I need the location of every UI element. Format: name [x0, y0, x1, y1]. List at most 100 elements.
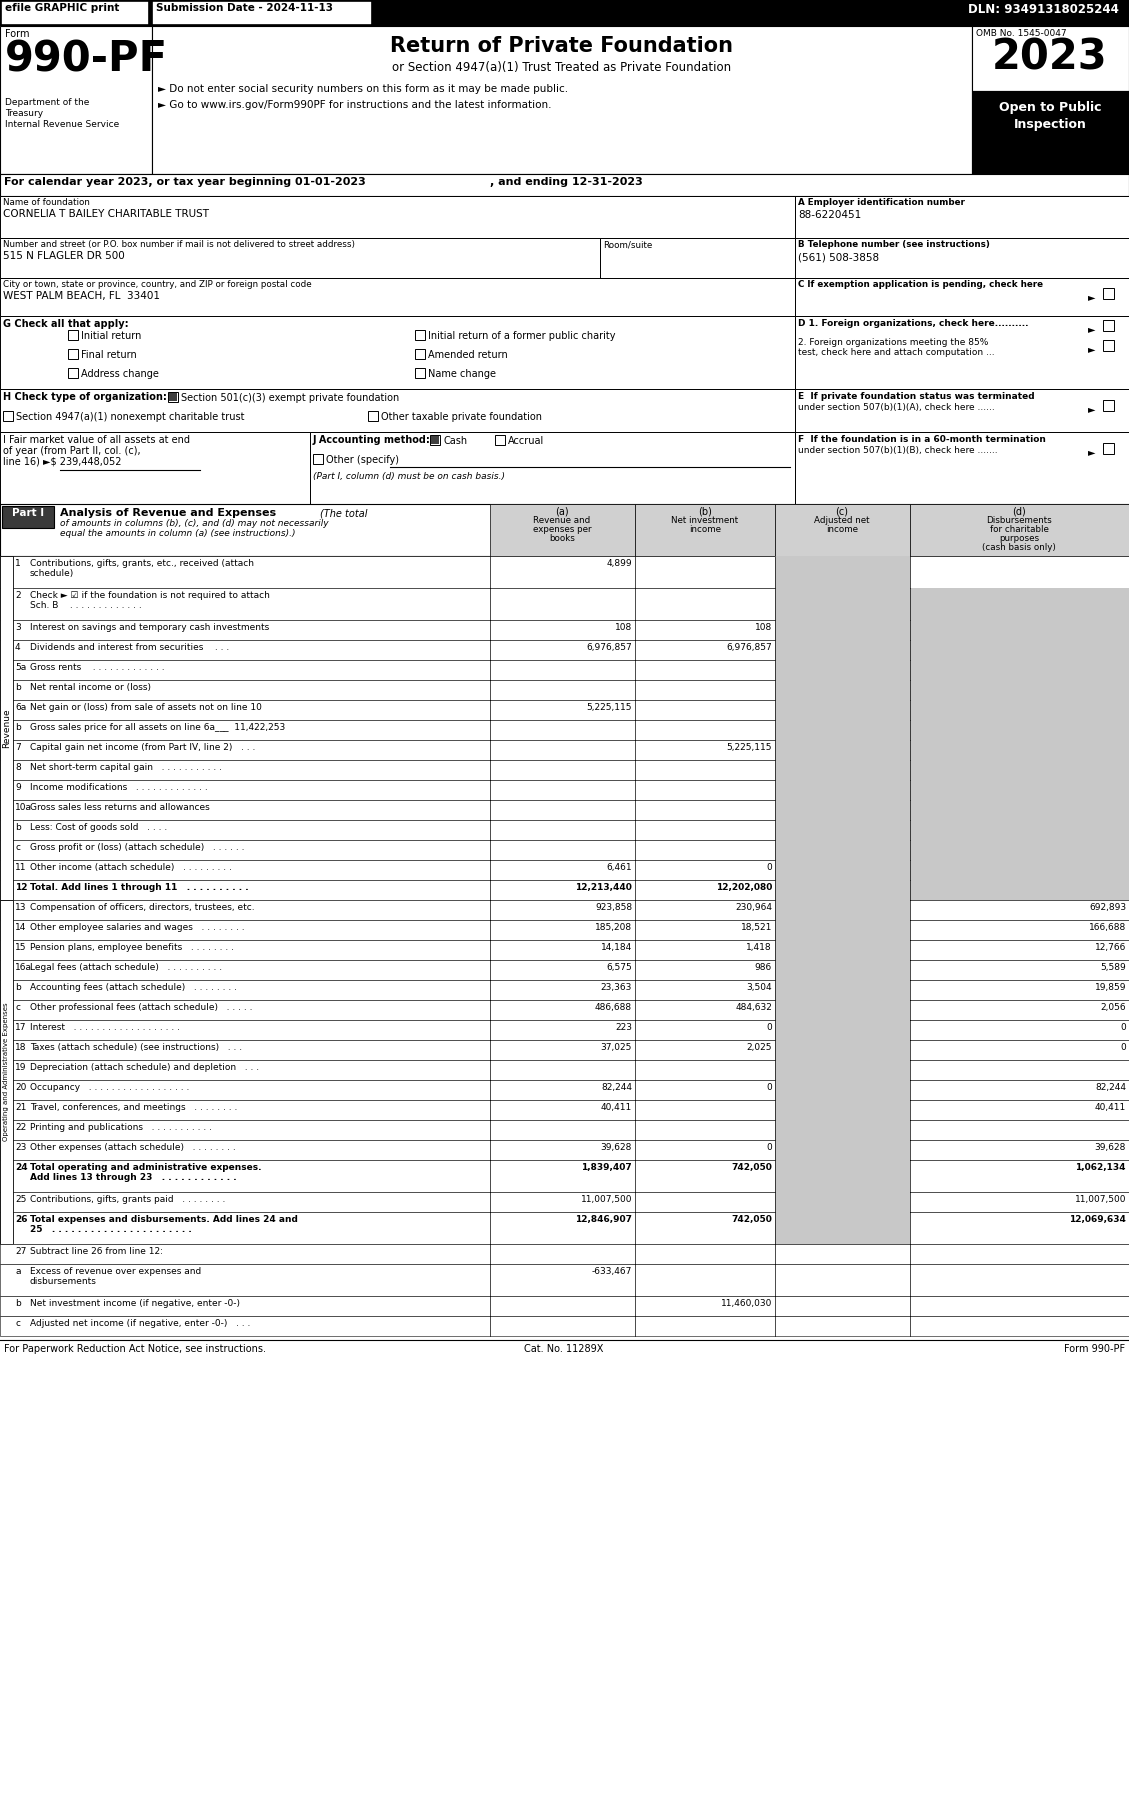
Bar — [310, 432, 795, 503]
Text: (b): (b) — [698, 507, 712, 518]
Text: B Telephone number (see instructions): B Telephone number (see instructions) — [798, 239, 990, 248]
Bar — [774, 859, 910, 879]
Text: a: a — [15, 1268, 20, 1277]
Text: Accounting fees (attach schedule)   . . . . . . . .: Accounting fees (attach schedule) . . . … — [30, 984, 237, 992]
Bar — [795, 388, 1129, 432]
Text: for charitable: for charitable — [989, 525, 1049, 534]
Text: 0: 0 — [767, 863, 772, 872]
Bar — [910, 840, 1129, 859]
Text: 6a: 6a — [15, 703, 26, 712]
Text: Taxes (attach schedule) (see instructions)   . . .: Taxes (attach schedule) (see instruction… — [30, 1043, 242, 1052]
Text: under section 507(b)(1)(B), check here .......: under section 507(b)(1)(B), check here .… — [798, 446, 998, 455]
Bar — [774, 719, 910, 741]
Bar — [0, 620, 1129, 640]
Bar — [430, 435, 440, 444]
Text: Gross profit or (loss) (attach schedule)   . . . . . .: Gross profit or (loss) (attach schedule)… — [30, 843, 245, 852]
Bar — [0, 503, 1129, 556]
Text: 39,628: 39,628 — [1095, 1144, 1126, 1153]
Bar — [415, 331, 425, 340]
Text: 185,208: 185,208 — [595, 922, 632, 931]
Text: Form 990-PF: Form 990-PF — [1064, 1343, 1124, 1354]
Text: 230,964: 230,964 — [735, 903, 772, 912]
Bar — [0, 1061, 1129, 1081]
Bar — [774, 1160, 910, 1192]
Bar — [774, 840, 910, 859]
Bar — [795, 432, 1129, 503]
Bar — [774, 1081, 910, 1100]
Text: Travel, conferences, and meetings   . . . . . . . .: Travel, conferences, and meetings . . . … — [30, 1102, 237, 1111]
Bar — [0, 1316, 1129, 1336]
Text: 88-6220451: 88-6220451 — [798, 210, 861, 219]
Text: F  If the foundation is in a 60-month termination: F If the foundation is in a 60-month ter… — [798, 435, 1045, 444]
Bar — [1103, 320, 1114, 331]
Text: 486,688: 486,688 — [595, 1003, 632, 1012]
Text: Number and street (or P.O. box number if mail is not delivered to street address: Number and street (or P.O. box number if… — [3, 239, 355, 248]
Text: b: b — [15, 683, 20, 692]
Text: 16a: 16a — [15, 964, 32, 973]
Text: Disbursements: Disbursements — [986, 516, 1052, 525]
Bar — [431, 435, 439, 444]
Text: Sch. B    . . . . . . . . . . . . .: Sch. B . . . . . . . . . . . . . — [30, 601, 142, 610]
Bar — [368, 412, 378, 421]
Bar — [634, 503, 774, 556]
Bar — [795, 279, 1129, 316]
Bar — [795, 316, 1129, 388]
Text: Part I: Part I — [12, 509, 44, 518]
Bar — [910, 879, 1129, 901]
Text: 1,418: 1,418 — [746, 942, 772, 951]
Text: Depreciation (attach schedule) and depletion   . . .: Depreciation (attach schedule) and deple… — [30, 1063, 260, 1072]
Text: Treasury: Treasury — [5, 110, 43, 119]
Text: 742,050: 742,050 — [732, 1215, 772, 1224]
Text: line 16) ►$ 239,448,052: line 16) ►$ 239,448,052 — [3, 457, 122, 467]
Text: 742,050: 742,050 — [732, 1163, 772, 1172]
Bar — [1103, 442, 1114, 455]
Text: -633,467: -633,467 — [592, 1268, 632, 1277]
Text: 20: 20 — [15, 1082, 26, 1091]
Bar — [0, 680, 1129, 699]
Bar — [0, 556, 1129, 588]
Text: 6,575: 6,575 — [606, 964, 632, 973]
Text: Contributions, gifts, grants paid   . . . . . . . .: Contributions, gifts, grants paid . . . … — [30, 1196, 226, 1205]
Text: 11,460,030: 11,460,030 — [720, 1298, 772, 1307]
Text: G Check all that apply:: G Check all that apply: — [3, 318, 129, 329]
Bar — [3, 412, 14, 421]
Bar — [910, 640, 1129, 660]
Text: b: b — [15, 1298, 20, 1307]
Text: 18: 18 — [15, 1043, 26, 1052]
Bar — [774, 699, 910, 719]
Text: 12: 12 — [15, 883, 27, 892]
Bar — [0, 741, 1129, 761]
Bar — [0, 1081, 1129, 1100]
Text: 5,225,115: 5,225,115 — [726, 743, 772, 752]
Text: 25: 25 — [15, 1196, 26, 1205]
Text: 515 N FLAGLER DR 500: 515 N FLAGLER DR 500 — [3, 252, 124, 261]
Bar — [0, 1264, 1129, 1296]
Bar — [774, 780, 910, 800]
Bar — [774, 1212, 910, 1244]
Text: 166,688: 166,688 — [1088, 922, 1126, 931]
Bar — [910, 741, 1129, 761]
Bar — [774, 640, 910, 660]
Bar — [169, 394, 177, 401]
Text: 19: 19 — [15, 1063, 26, 1072]
Text: A Employer identification number: A Employer identification number — [798, 198, 965, 207]
Text: 108: 108 — [615, 622, 632, 633]
Bar — [0, 1296, 1129, 1316]
Bar — [0, 901, 14, 1244]
Bar — [774, 660, 910, 680]
Text: Net short-term capital gain   . . . . . . . . . . .: Net short-term capital gain . . . . . . … — [30, 762, 222, 771]
Text: Gross sales price for all assets on line 6a___  11,422,253: Gross sales price for all assets on line… — [30, 723, 286, 732]
Text: ►: ► — [1088, 343, 1095, 354]
Text: 39,628: 39,628 — [601, 1144, 632, 1153]
Text: 82,244: 82,244 — [1095, 1082, 1126, 1091]
Text: Amended return: Amended return — [428, 351, 508, 360]
Bar — [0, 25, 152, 174]
Bar — [0, 1120, 1129, 1140]
Bar — [0, 1039, 1129, 1061]
Text: Occupancy   . . . . . . . . . . . . . . . . . .: Occupancy . . . . . . . . . . . . . . . … — [30, 1082, 190, 1091]
Text: 12,846,907: 12,846,907 — [575, 1215, 632, 1224]
Bar — [0, 640, 1129, 660]
Text: under section 507(b)(1)(A), check here ......: under section 507(b)(1)(A), check here .… — [798, 403, 995, 412]
Bar — [0, 859, 1129, 879]
Bar — [910, 503, 1129, 556]
